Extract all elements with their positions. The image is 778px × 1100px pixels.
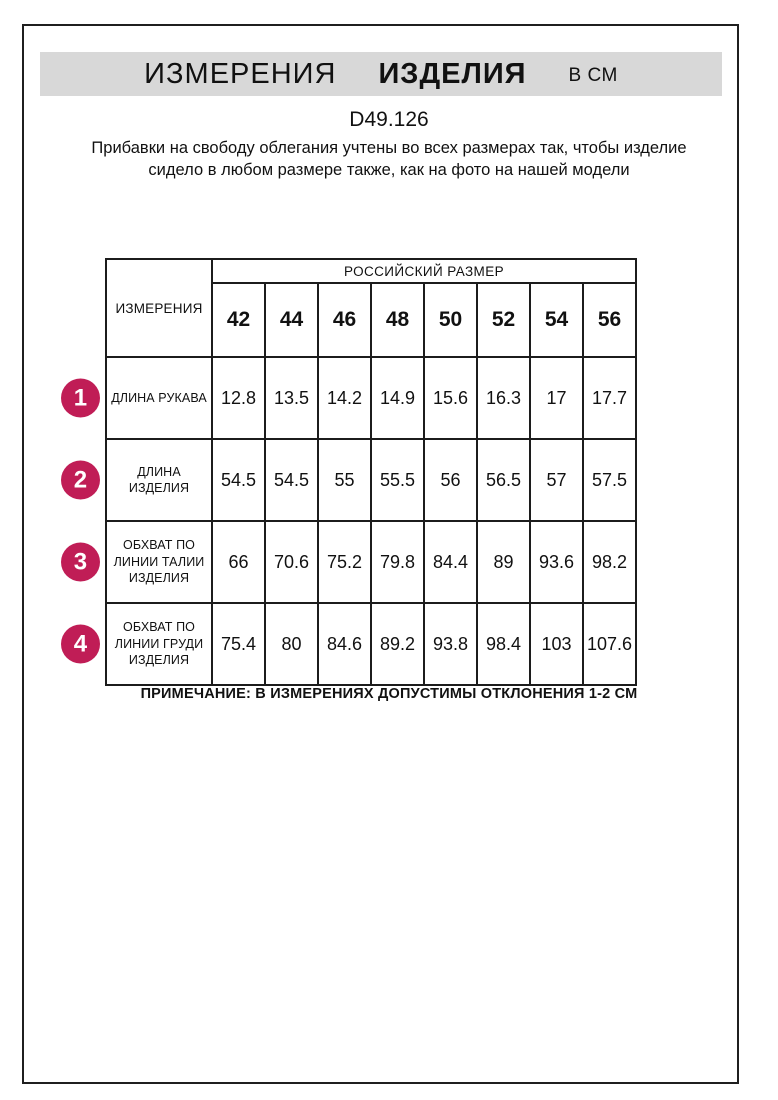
- russian-size-header: РОССИЙСКИЙ РАЗМЕР: [211, 258, 637, 284]
- measurement-value: 80: [264, 602, 319, 686]
- measurement-value: 55.5: [370, 438, 425, 522]
- title-word-product: ИЗДЕЛИЯ: [378, 57, 527, 90]
- measurement-label: 3 ОБХВАТ ПО ЛИНИИ ТАЛИИ ИЗДЕЛИЯ: [61, 520, 213, 604]
- size-table: ИЗМЕРЕНИЯ РОССИЙСКИЙ РАЗМЕР 42 44 46 48 50 52…: [61, 258, 637, 686]
- measurement-value: 75.4: [211, 602, 266, 686]
- measurement-value: 15.6: [423, 356, 478, 440]
- measurement-label-text: ОБХВАТ ПО ЛИНИИ ТАЛИИ ИЗДЕЛИЯ: [113, 538, 205, 586]
- size-header-54: 54: [529, 282, 584, 358]
- measurement-value: 17: [529, 356, 584, 440]
- measurement-value: 84.4: [423, 520, 478, 604]
- measurement-value: 54.5: [211, 438, 266, 522]
- title-band: ИЗМЕРЕНИЯ ИЗДЕЛИЯ В СМ: [40, 52, 722, 96]
- size-header-44: 44: [264, 282, 319, 358]
- size-header-46: 46: [317, 282, 372, 358]
- measurement-label: 1 ДЛИНА РУКАВА: [61, 356, 213, 440]
- measurement-label-text: ДЛИНА ИЗДЕЛИЯ: [128, 464, 190, 496]
- measurement-value: 14.2: [317, 356, 372, 440]
- measurement-label: 2 ДЛИНА ИЗДЕЛИЯ: [61, 438, 213, 522]
- measurement-value: 84.6: [317, 602, 372, 686]
- measurement-value: 16.3: [476, 356, 531, 440]
- table-row: 1 ДЛИНА РУКАВА 12.8 13.5 14.2 14.9 15.6 16.3 17 1…: [61, 356, 637, 440]
- measurement-value: 14.9: [370, 356, 425, 440]
- row-number-badge: 2: [61, 460, 100, 500]
- measurement-value: 79.8: [370, 520, 425, 604]
- measurement-value: 93.8: [423, 602, 478, 686]
- size-header-48: 48: [370, 282, 425, 358]
- size-header-50: 50: [423, 282, 478, 358]
- fit-description: Прибавки на свободу облегания учтены во …: [91, 139, 687, 179]
- measurement-value: 89.2: [370, 602, 425, 686]
- measurement-value: 56.5: [476, 438, 531, 522]
- title-units: В СМ: [568, 64, 618, 86]
- measurements-column-header: ИЗМЕРЕНИЯ: [105, 258, 213, 358]
- measurement-value: 98.4: [476, 602, 531, 686]
- measurement-value: 13.5: [264, 356, 319, 440]
- measurement-value: 75.2: [317, 520, 372, 604]
- measurement-label: 4 ОБХВАТ ПО ЛИНИИ ГРУДИ ИЗДЕЛИЯ: [61, 602, 213, 686]
- row-number-badge: 1: [61, 378, 100, 418]
- product-code: D49.126: [349, 108, 429, 131]
- measurement-value: 56: [423, 438, 478, 522]
- measurement-value: 107.6: [582, 602, 637, 686]
- group-header-row: ИЗМЕРЕНИЯ РОССИЙСКИЙ РАЗМЕР: [105, 258, 637, 358]
- size-header-56: 56: [582, 282, 637, 358]
- measurement-value: 66: [211, 520, 266, 604]
- measurement-value: 57.5: [582, 438, 637, 522]
- row-number-badge: 4: [61, 624, 100, 664]
- measurement-value: 70.6: [264, 520, 319, 604]
- measurement-value: 54.5: [264, 438, 319, 522]
- measurement-value: 93.6: [529, 520, 584, 604]
- table-body: 1 ДЛИНА РУКАВА 12.8 13.5 14.2 14.9 15.6 16.3 17 1…: [61, 356, 637, 686]
- measurement-value: 55: [317, 438, 372, 522]
- table-row: 4 ОБХВАТ ПО ЛИНИИ ГРУДИ ИЗДЕЛИЯ 75.4 80 84.6…: [61, 602, 637, 686]
- title-word-measurements: ИЗМЕРЕНИЯ: [144, 57, 337, 90]
- measurement-value: 98.2: [582, 520, 637, 604]
- table-row: 3 ОБХВАТ ПО ЛИНИИ ТАЛИИ ИЗДЕЛИЯ 66 70.6 75.2…: [61, 520, 637, 604]
- measurement-value: 89: [476, 520, 531, 604]
- measurement-label-text: ОБХВАТ ПО ЛИНИИ ГРУДИ ИЗДЕЛИЯ: [114, 620, 204, 668]
- table-row: 2 ДЛИНА ИЗДЕЛИЯ 54.5 54.5 55 55.5 56 56.5 57 57.5: [61, 438, 637, 522]
- size-header-row: 42 44 46 48 50 52 54 56: [106, 282, 637, 358]
- measurement-label-text: ДЛИНА РУКАВА: [111, 390, 207, 405]
- size-header-52: 52: [476, 282, 531, 358]
- measurement-value: 57: [529, 438, 584, 522]
- measurement-value: 103: [529, 602, 584, 686]
- row-number-badge: 3: [61, 542, 100, 582]
- tolerance-note: ПРИМЕЧАНИЕ: В ИЗМЕРЕНИЯХ ДОПУСТИМЫ ОТКЛО…: [140, 686, 638, 702]
- size-header-42: 42: [211, 282, 266, 358]
- measurement-value: 12.8: [211, 356, 266, 440]
- measurement-value: 17.7: [582, 356, 637, 440]
